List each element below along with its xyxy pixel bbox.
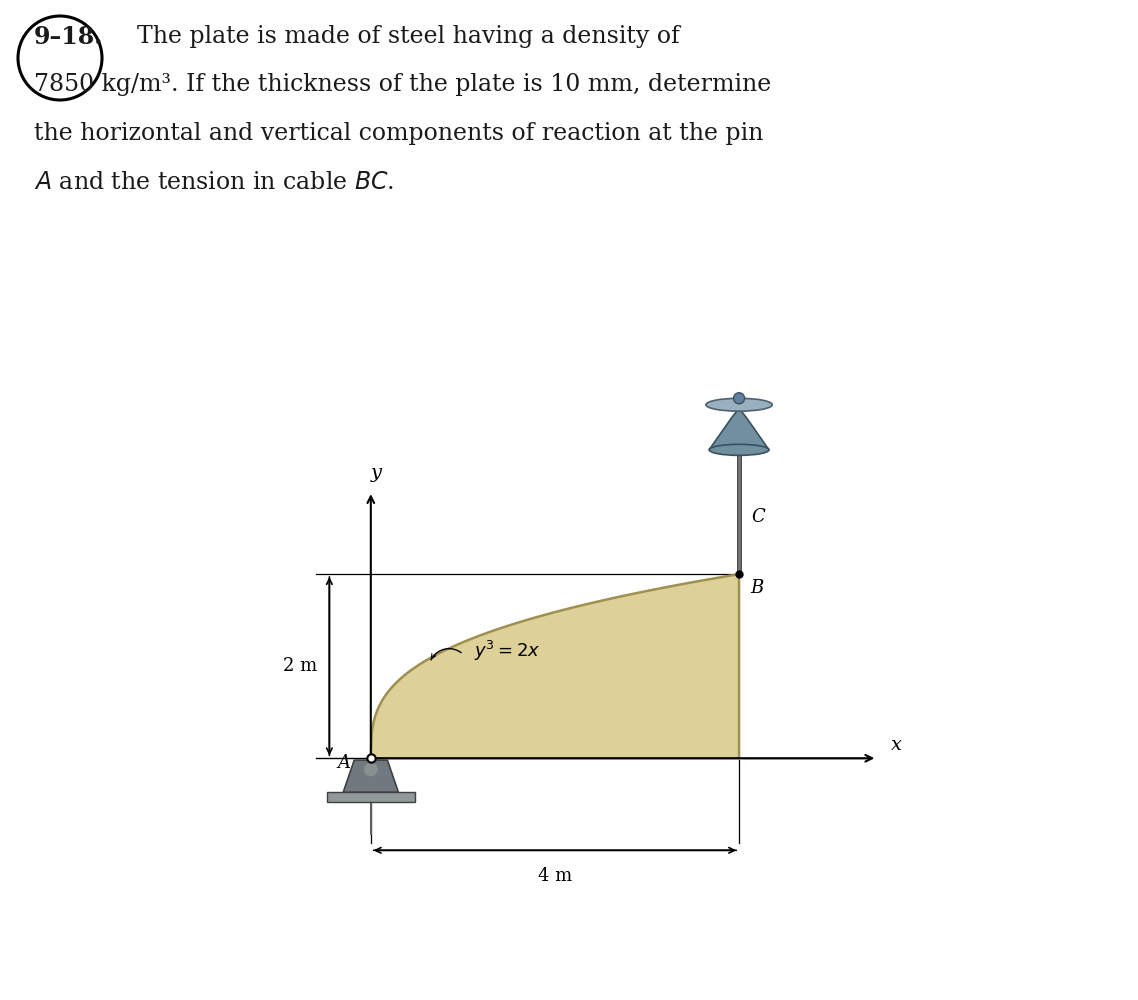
- Polygon shape: [709, 408, 769, 450]
- Text: The plate is made of steel having a density of: The plate is made of steel having a dens…: [137, 25, 679, 48]
- Circle shape: [734, 393, 744, 404]
- Text: 2 m: 2 m: [283, 657, 318, 675]
- Text: $A$ and the tension in cable $BC$.: $A$ and the tension in cable $BC$.: [34, 171, 395, 194]
- Ellipse shape: [709, 444, 769, 455]
- Circle shape: [364, 763, 378, 776]
- Text: 4 m: 4 m: [538, 867, 572, 885]
- Text: 7850 kg/m³. If the thickness of the plate is 10 mm, determine: 7850 kg/m³. If the thickness of the plat…: [34, 73, 772, 96]
- Polygon shape: [327, 792, 415, 802]
- Ellipse shape: [706, 398, 773, 411]
- Text: $y^3 = 2x$: $y^3 = 2x$: [473, 638, 541, 663]
- Text: y: y: [371, 464, 382, 482]
- Text: x: x: [891, 736, 902, 754]
- Text: the horizontal and vertical components of reaction at the pin: the horizontal and vertical components o…: [34, 122, 764, 145]
- Text: B: B: [750, 579, 764, 597]
- Text: C: C: [751, 508, 765, 526]
- Text: 9–18.: 9–18.: [34, 25, 104, 49]
- Text: A: A: [338, 754, 351, 772]
- Polygon shape: [344, 760, 398, 792]
- Polygon shape: [371, 574, 739, 758]
